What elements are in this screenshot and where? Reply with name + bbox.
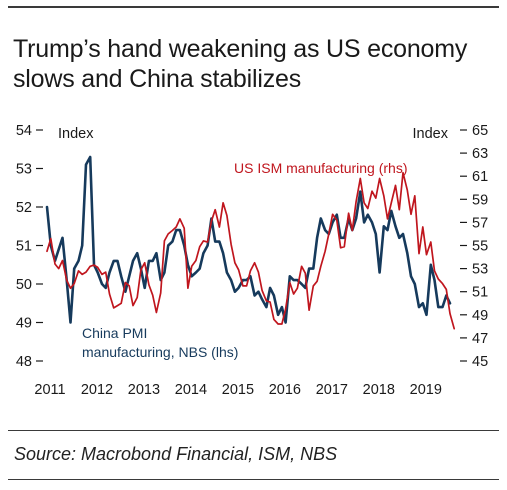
x-tick-label: 2012 <box>81 382 113 398</box>
divider-top <box>8 430 499 431</box>
left-axis-label: Index <box>58 126 94 142</box>
x-tick-label: 2019 <box>410 382 442 398</box>
left-tick-label: 54 <box>16 123 32 139</box>
right-tick-label: 53 <box>472 262 488 278</box>
right-tick-label: 51 <box>472 285 488 301</box>
right-tick-label: 49 <box>472 308 488 324</box>
x-tick-label: 2013 <box>128 382 160 398</box>
line-chart: 48 49 50 51 52 53 54 Index 45 47 49 51 53 55 57 59 61 63… <box>16 123 488 398</box>
right-axis: 45 47 49 51 53 55 57 59 61 63 65 Index <box>413 123 489 370</box>
china-pmi-label-line: China PMI <box>82 325 147 341</box>
left-tick-label: 48 <box>16 354 32 370</box>
x-tick-label: 2011 <box>34 382 65 398</box>
top-border <box>8 6 499 8</box>
source-note: Source: Macrobond Financial, ISM, NBS <box>14 444 338 464</box>
left-tick-label: 50 <box>16 277 32 293</box>
left-tick-label: 52 <box>16 200 32 216</box>
china-pmi-line <box>45 155 452 324</box>
us-ism-series-label: US ISM manufacturing (rhs) <box>234 160 408 176</box>
right-tick-label: 65 <box>472 123 488 139</box>
right-tick-label: 55 <box>472 239 488 255</box>
china-pmi-series-label: China PMI manufacturing, NBS (lhs) <box>82 325 238 360</box>
divider-bottom <box>8 479 499 480</box>
chart-title: Trump’s hand weakening as US economy slo… <box>13 35 468 93</box>
right-tick-label: 57 <box>472 215 488 231</box>
us-ism-line <box>46 171 456 330</box>
right-tick-label: 63 <box>472 146 488 162</box>
china-pmi-label-line: manufacturing, NBS (lhs) <box>82 344 238 360</box>
chart-annotations: US ISM manufacturing (rhs) China PMI manuf… <box>82 160 408 360</box>
left-tick-label: 49 <box>16 316 32 332</box>
right-tick-label: 61 <box>472 169 488 185</box>
right-tick-label: 47 <box>472 331 488 347</box>
left-axis: 48 49 50 51 52 53 54 Index <box>16 123 94 370</box>
left-tick-label: 51 <box>16 239 32 255</box>
x-tick-label: 2015 <box>222 382 254 398</box>
x-axis: 2011 2012 2013 2014 2015 2016 2017 2018 2019 <box>34 382 441 398</box>
chart-axes: 48 49 50 51 52 53 54 Index 45 47 49 51 53 55 57 59 61 63… <box>16 123 488 398</box>
right-tick-label: 45 <box>472 354 488 370</box>
right-tick-label: 59 <box>472 192 488 208</box>
chart-series <box>45 155 456 330</box>
x-tick-label: 2014 <box>175 382 207 398</box>
right-axis-label: Index <box>413 126 449 142</box>
x-tick-label: 2018 <box>363 382 395 398</box>
left-tick-label: 53 <box>16 162 32 178</box>
x-tick-label: 2017 <box>316 382 348 398</box>
x-tick-label: 2016 <box>269 382 301 398</box>
